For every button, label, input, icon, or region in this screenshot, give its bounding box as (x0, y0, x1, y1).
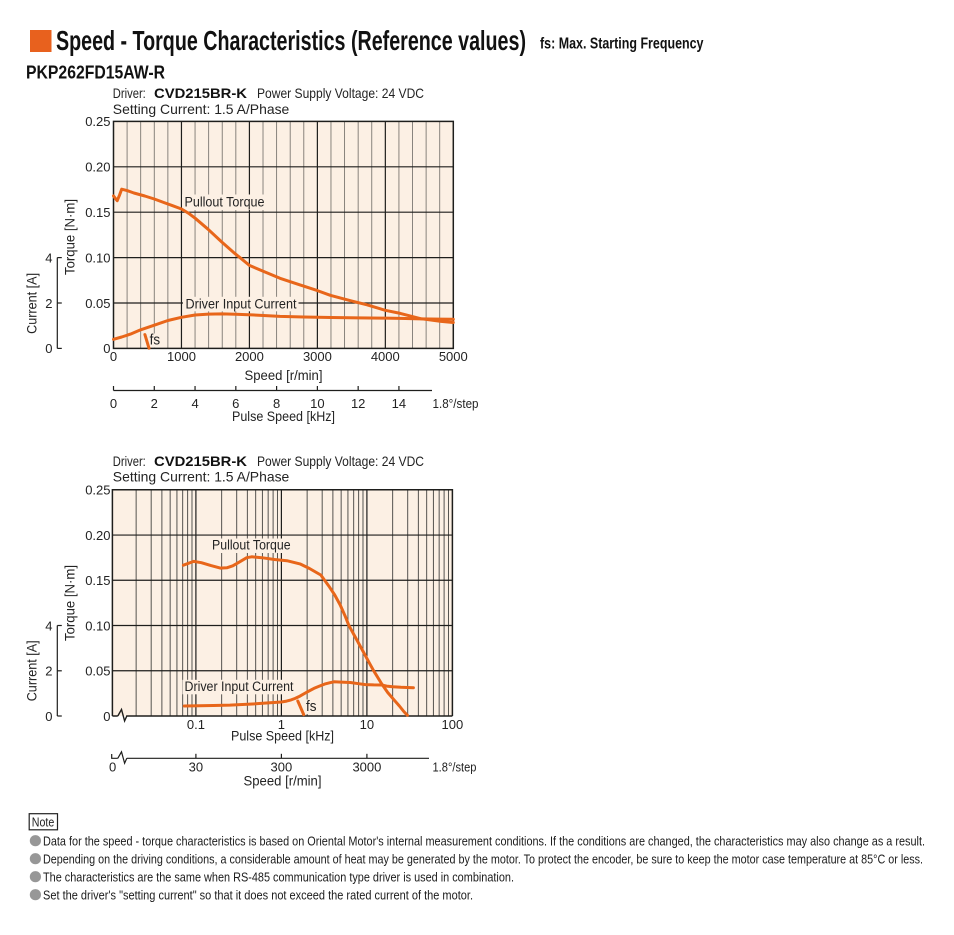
svg-text:Driver:: Driver: (113, 454, 146, 469)
svg-text:Set the driver's "setting curr: Set the driver's "setting current" so th… (43, 887, 473, 902)
svg-text:Depending on the driving condi: Depending on the driving conditions, a c… (43, 851, 923, 866)
svg-text:4: 4 (45, 618, 52, 633)
svg-text:Data for the speed - torque ch: Data for the speed - torque characterist… (43, 833, 925, 848)
svg-text:5000: 5000 (439, 349, 468, 364)
svg-text:2: 2 (151, 396, 158, 411)
svg-text:fs: fs (306, 698, 317, 715)
svg-text:0.10: 0.10 (85, 250, 110, 265)
svg-text:0: 0 (103, 709, 110, 724)
svg-text:Speed [r/min]: Speed [r/min] (244, 774, 322, 789)
svg-text:30: 30 (189, 759, 203, 774)
svg-text:0.15: 0.15 (85, 205, 110, 220)
svg-text:4: 4 (191, 396, 198, 411)
svg-text:0.05: 0.05 (85, 664, 110, 679)
svg-text:fs: Max. Starting Frequency: fs: Max. Starting Frequency (540, 36, 704, 53)
svg-text:Driver:: Driver: (113, 86, 146, 101)
svg-text:Pulse Speed [kHz]: Pulse Speed [kHz] (231, 728, 334, 743)
svg-text:1: 1 (278, 717, 285, 732)
svg-text:4000: 4000 (371, 349, 400, 364)
svg-text:Pullout Torque: Pullout Torque (212, 538, 291, 553)
svg-text:0.20: 0.20 (85, 528, 110, 543)
svg-text:1000: 1000 (167, 349, 196, 364)
svg-text:14: 14 (392, 396, 406, 411)
svg-text:0: 0 (109, 759, 116, 774)
svg-text:100: 100 (442, 717, 464, 732)
svg-text:0: 0 (110, 396, 117, 411)
svg-text:Power Supply Voltage: 24 VDC: Power Supply Voltage: 24 VDC (257, 454, 424, 469)
svg-text:4: 4 (45, 250, 52, 265)
svg-text:0: 0 (45, 709, 52, 724)
svg-text:Note: Note (32, 815, 55, 830)
svg-text:0: 0 (110, 349, 117, 364)
svg-text:Driver Input Current: Driver Input Current (186, 296, 297, 311)
svg-text:2000: 2000 (235, 349, 264, 364)
svg-text:Current [A]: Current [A] (24, 640, 39, 701)
svg-text:Pulse Speed [kHz]: Pulse Speed [kHz] (232, 409, 335, 424)
svg-text:Pullout Torque: Pullout Torque (185, 194, 265, 209)
svg-text:Setting Current: 1.5 A/Phase: Setting Current: 1.5 A/Phase (113, 470, 290, 485)
svg-text:3000: 3000 (352, 759, 381, 774)
svg-text:0.05: 0.05 (85, 296, 110, 311)
svg-text:Setting Current: 1.5 A/Phase: Setting Current: 1.5 A/Phase (113, 102, 290, 117)
svg-text:1.8°/step: 1.8°/step (433, 396, 479, 411)
svg-text:0.1: 0.1 (187, 717, 205, 732)
svg-text:10: 10 (360, 717, 374, 732)
svg-text:0.20: 0.20 (85, 160, 110, 175)
svg-text:CVD215BR-K: CVD215BR-K (154, 86, 247, 101)
svg-text:2: 2 (45, 664, 52, 679)
svg-text:0.25: 0.25 (85, 483, 110, 498)
svg-text:0: 0 (103, 341, 110, 356)
svg-text:Torque [N·m]: Torque [N·m] (62, 565, 77, 641)
svg-text:12: 12 (351, 396, 365, 411)
svg-text:Current [A]: Current [A] (24, 273, 39, 334)
svg-text:300: 300 (271, 759, 293, 774)
svg-text:PKP262FD15AW-R: PKP262FD15AW-R (26, 63, 165, 83)
svg-text:0.15: 0.15 (85, 573, 110, 588)
svg-text:0.25: 0.25 (85, 114, 110, 129)
svg-text:0: 0 (45, 341, 52, 356)
svg-text:Speed [r/min]: Speed [r/min] (245, 368, 323, 383)
svg-text:The characteristics are the sa: The characteristics are the same when RS… (43, 869, 514, 884)
svg-text:Speed - Torque Characteristics: Speed - Torque Characteristics (Referenc… (56, 25, 526, 56)
svg-text:CVD215BR-K: CVD215BR-K (154, 454, 247, 469)
svg-text:2: 2 (45, 296, 52, 311)
svg-text:fs: fs (150, 332, 161, 349)
svg-text:Torque [N·m]: Torque [N·m] (62, 199, 77, 275)
svg-text:Power Supply Voltage: 24 VDC: Power Supply Voltage: 24 VDC (257, 86, 424, 101)
svg-text:3000: 3000 (303, 349, 332, 364)
svg-text:6: 6 (232, 396, 239, 411)
svg-text:8: 8 (273, 396, 280, 411)
svg-text:10: 10 (310, 396, 324, 411)
svg-text:1.8°/step: 1.8°/step (433, 759, 477, 774)
svg-text:0.10: 0.10 (85, 618, 110, 633)
svg-text:Driver Input Current: Driver Input Current (185, 679, 294, 694)
